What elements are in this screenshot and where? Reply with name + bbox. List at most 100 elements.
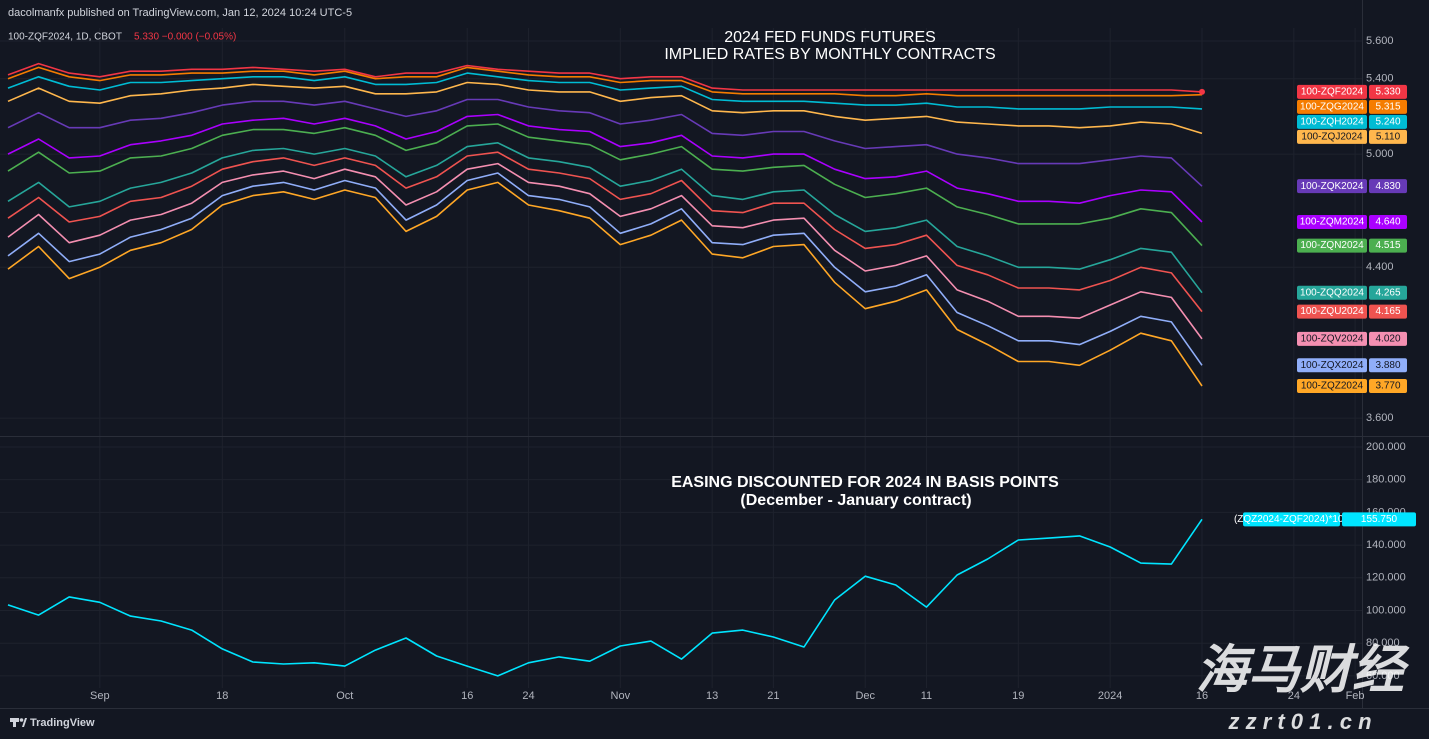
series-line [7,72,1203,110]
legend-entry: 100-ZQX2024 [1301,360,1364,371]
legend-entry: 100-ZQM2024 [1300,217,1365,228]
series-tag [1297,215,1367,230]
value-tag [1369,129,1407,144]
series-line [7,142,1203,294]
legend-entry: 100-ZQF2024 [1301,87,1364,98]
y-tick-label: 120.000 [1366,572,1406,584]
y-tick-label: 140.000 [1366,539,1406,551]
series-tag [1297,84,1367,99]
series-tag [1297,99,1367,114]
x-tick-label: 16 [461,690,473,702]
footer-logo [10,718,27,727]
x-tick-label: Dec [855,690,875,702]
series-line [7,98,1203,187]
watermark: 海马财经 [1196,642,1410,700]
x-tick-label: 18 [216,690,228,702]
legend-entry: 100-ZQQ2024 [1300,287,1364,298]
quote: 5.330 −0.000 (−0.05%) [134,32,236,43]
x-tick-label: 16 [1196,690,1208,702]
x-tick-label: 24 [522,690,534,702]
value-tag [1342,512,1416,527]
y-tick-label: 200.000 [1366,441,1406,453]
legend-entry: 100-ZQG2024 [1300,102,1364,113]
legend-entry: 100-ZQJ2024 [1301,132,1363,143]
y-tick-label: 5.400 [1366,73,1394,85]
watermark-url: z z r t 0 1 . c n [1227,709,1371,734]
y-tick-label: 5.000 [1366,148,1394,160]
value-label: 5.240 [1375,117,1400,128]
x-tick-label: 24 [1288,690,1300,702]
value-tag [1369,215,1407,230]
chart-title: EASING DISCOUNTED FOR 2024 IN BASIS POIN… [671,474,1059,491]
series-line [7,62,1203,93]
series-tag [1297,331,1367,346]
y-tick-label: 3.600 [1366,412,1394,424]
y-tick-label: 100.000 [1366,604,1406,616]
value-tag [1369,238,1407,253]
last-point [1199,88,1205,95]
legend-entry: 100-ZQZ2024 [1301,381,1364,392]
y-tick-label: 5.600 [1366,35,1394,47]
series-line [7,113,1203,223]
x-tick-label: 13 [706,690,718,702]
x-tick-label: 11 [921,690,932,702]
series-line [7,151,1203,313]
series-tag [1297,304,1367,319]
series-line [7,123,1203,247]
series-tag [1297,285,1367,300]
value-tag [1369,84,1407,99]
legend-entry: 100-ZQN2024 [1300,240,1364,251]
x-tick-label: Sep [90,690,110,702]
legend-entry: 100-ZQV2024 [1301,334,1364,345]
series-line [7,162,1203,340]
series-line [7,66,1203,97]
value-tag [1369,358,1407,373]
series-tag [1297,129,1367,144]
value-tag [1369,99,1407,114]
value-tag [1369,114,1407,129]
x-tick-label: Nov [611,690,631,702]
value-label: 3.770 [1375,381,1400,392]
y-tick-label: 80.000 [1366,637,1400,649]
legend-entry: (ZQZ2024-ZQF2024)*100 [1234,514,1349,525]
value-label: 4.640 [1375,217,1400,228]
legend-entry: 100-ZQU2024 [1300,306,1364,317]
value-tag [1369,304,1407,319]
value-label: 4.265 [1375,287,1400,298]
chart-subtitle: IMPLIED RATES BY MONTHLY CONTRACTS [664,46,995,63]
x-tick-label: 19 [1012,690,1024,702]
series-tag [1297,379,1367,394]
chart-title: 2024 FED FUNDS FUTURES [724,29,936,46]
value-label: 5.110 [1376,132,1401,143]
value-tag [1369,179,1407,194]
value-label: 4.165 [1375,306,1400,317]
x-tick-label: Feb [1346,690,1365,702]
series-tag [1243,512,1340,527]
value-tag [1369,331,1407,346]
series-line [7,172,1203,366]
y-tick-label: 180.000 [1366,474,1406,486]
footer-brand: TradingView [30,717,95,729]
chart-subtitle: (December - January contract) [740,492,971,509]
series-line [7,181,1203,387]
x-tick-label: 2024 [1098,690,1122,702]
value-tag [1369,379,1407,394]
symbol: 100-ZQF2024, 1D, CBOT [8,32,122,43]
publisher: dacolmanfx published on TradingView.com,… [8,7,352,19]
value-label: 4.515 [1375,240,1400,251]
y-tick-label: 4.400 [1366,261,1394,273]
series-tag [1297,358,1367,373]
x-tick-label: 21 [767,690,779,702]
value-label: 4.830 [1375,181,1400,192]
legend-entry: 100-ZQK2024 [1301,181,1364,192]
value-label: 4.020 [1375,334,1400,345]
plot: 5.600 5.400 5.000 4.400 3.600 100-ZQF2024 5.33… [7,35,1416,702]
value-label: 5.330 [1375,87,1400,98]
series-line [7,518,1203,677]
x-tick-label: Oct [336,690,353,702]
value-label: 5.315 [1375,102,1400,113]
legend-entry: 100-ZQH2024 [1300,117,1364,128]
value-tag [1369,285,1407,300]
value-label: 3.880 [1375,360,1400,371]
